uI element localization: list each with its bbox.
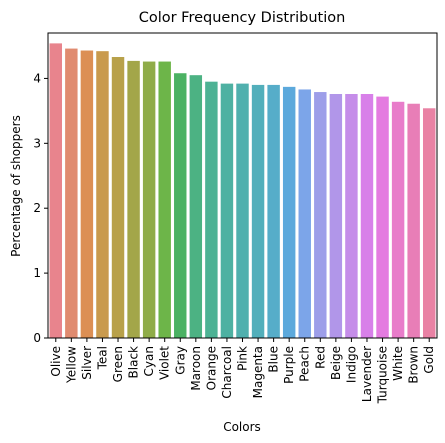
y-tick-label: 3 bbox=[33, 136, 41, 150]
bar-olive bbox=[49, 43, 63, 338]
bar-maroon bbox=[189, 75, 203, 339]
bar-yellow bbox=[65, 48, 78, 339]
x-tick-label: Yellow bbox=[64, 346, 78, 384]
bar-violet bbox=[158, 61, 171, 338]
bar-magenta bbox=[251, 84, 265, 339]
bar-red bbox=[314, 92, 327, 338]
x-tick-label: Black bbox=[127, 346, 141, 379]
x-tick-label: Peach bbox=[298, 346, 312, 382]
y-tick-label: 4 bbox=[33, 71, 41, 85]
x-axis-label: Colors bbox=[223, 420, 261, 434]
y-tick-label: 0 bbox=[33, 331, 41, 345]
bar-green bbox=[111, 57, 125, 338]
x-tick-label: Gold bbox=[422, 346, 436, 374]
bar-turquoise bbox=[376, 96, 389, 339]
plot-frame bbox=[47, 32, 438, 339]
x-tick-label: Olive bbox=[49, 346, 63, 377]
x-tick-label: Silver bbox=[80, 346, 94, 380]
bar-orange bbox=[205, 81, 218, 338]
y-tick-label: 2 bbox=[33, 201, 41, 215]
x-tick-label: Charcoal bbox=[220, 346, 234, 399]
x-tick-label: Gray bbox=[173, 346, 187, 375]
y-axis: 0 1 2 3 4 bbox=[33, 71, 48, 345]
bar-black bbox=[127, 60, 140, 338]
x-tick-label: Lavender bbox=[360, 346, 374, 402]
x-tick-label: Violet bbox=[158, 346, 172, 380]
chart-title: Color Frequency Distribution bbox=[139, 10, 346, 26]
bar-blue bbox=[267, 84, 280, 339]
x-tick-label: Teal bbox=[95, 346, 109, 370]
x-tick-label: Brown bbox=[407, 346, 421, 384]
bar-gold bbox=[422, 108, 436, 338]
x-tick-label: Indigo bbox=[344, 346, 358, 383]
x-axis: Olive Yellow Silver Teal Green Black Cyan Viole… bbox=[49, 338, 436, 404]
x-tick-label: Turquoise bbox=[376, 346, 390, 404]
bar-purple bbox=[282, 86, 296, 339]
bars-group bbox=[49, 43, 436, 339]
x-tick-label: Green bbox=[111, 346, 125, 382]
bar-beige bbox=[329, 94, 343, 338]
bar-white bbox=[391, 101, 405, 338]
bar-indigo bbox=[345, 94, 358, 338]
bar-brown bbox=[407, 103, 420, 338]
x-tick-label: Magenta bbox=[251, 346, 265, 398]
y-tick-label: 1 bbox=[33, 266, 41, 280]
x-tick-label: Beige bbox=[329, 346, 343, 380]
bar-charcoal bbox=[220, 83, 234, 338]
x-tick-label: Maroon bbox=[189, 346, 203, 391]
bar-pink bbox=[236, 83, 249, 338]
bar-silver bbox=[80, 50, 94, 339]
x-tick-label: Purple bbox=[282, 346, 296, 384]
bar-gray bbox=[174, 73, 187, 338]
x-tick-label: Orange bbox=[204, 346, 218, 390]
x-tick-label: Cyan bbox=[142, 346, 156, 376]
y-axis-label: Percentage of shoppers bbox=[9, 115, 23, 257]
bar-cyan bbox=[142, 61, 156, 338]
x-tick-label: Blue bbox=[267, 346, 281, 373]
bar-teal bbox=[96, 51, 109, 338]
x-tick-label: Pink bbox=[236, 346, 250, 371]
bar-lavender bbox=[360, 94, 374, 338]
x-tick-label: Red bbox=[313, 346, 327, 369]
x-tick-label: White bbox=[391, 346, 405, 381]
bar-peach bbox=[298, 89, 311, 338]
